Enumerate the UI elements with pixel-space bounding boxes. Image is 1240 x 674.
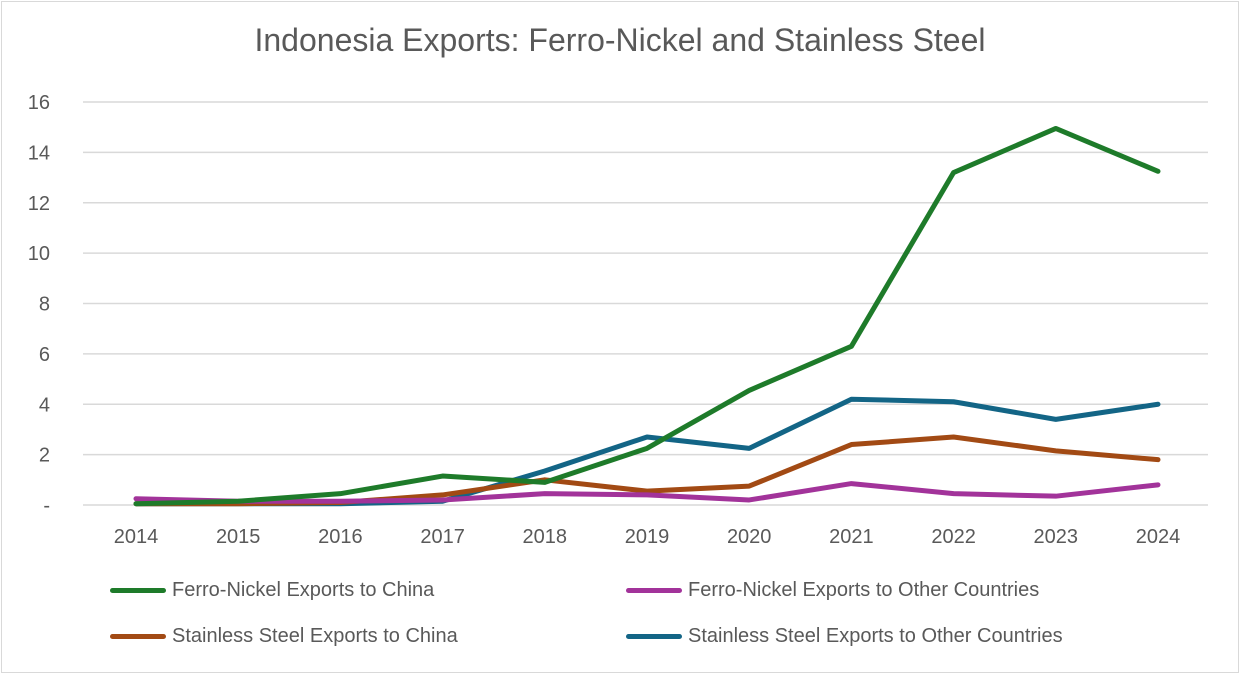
y-tick-label: 2 — [39, 445, 50, 467]
x-tick-label: 2020 — [727, 526, 772, 548]
legend-label: Stainless Steel Exports to China — [172, 625, 458, 647]
x-tick-label: 2016 — [318, 526, 363, 548]
x-tick-label: 2017 — [420, 526, 465, 548]
y-tick-label: 12 — [28, 193, 50, 215]
legend-label: Ferro-Nickel Exports to Other Countries — [688, 579, 1040, 601]
legend-swatch — [626, 588, 682, 593]
y-tick-label: 6 — [39, 344, 50, 366]
x-tick-label: 2022 — [931, 526, 976, 548]
y-tick-label: 14 — [28, 142, 50, 164]
legend-item: Ferro-Nickel Exports to China — [110, 579, 434, 602]
x-tick-label: 2015 — [216, 526, 261, 548]
y-tick-label: 10 — [28, 243, 50, 265]
x-tick-label: 2014 — [114, 526, 159, 548]
legend-item: Stainless Steel Exports to China — [110, 625, 458, 648]
legend-swatch — [626, 634, 682, 639]
y-tick-label: - — [43, 495, 50, 517]
legend-swatch — [110, 634, 166, 639]
legend-item: Ferro-Nickel Exports to Other Countries — [626, 579, 1039, 602]
series-line-0 — [133, 125, 1161, 507]
legend-label: Ferro-Nickel Exports to China — [172, 579, 435, 601]
legend-item: Stainless Steel Exports to Other Countri… — [626, 625, 1063, 648]
y-tick-label: 8 — [39, 294, 50, 316]
legend-swatch — [110, 588, 166, 593]
x-tick-label: 2019 — [625, 526, 670, 548]
chart-title: Indonesia Exports: Ferro-Nickel and Stai… — [254, 22, 986, 58]
y-tick-label: 16 — [28, 92, 50, 114]
series-line-3 — [133, 396, 1161, 507]
x-tick-label: 2018 — [523, 526, 568, 548]
x-tick-label: 2023 — [1034, 526, 1079, 548]
x-tick-label: 2024 — [1136, 526, 1181, 548]
x-tick-label: 2021 — [829, 526, 874, 548]
legend-label: Stainless Steel Exports to Other Countri… — [688, 625, 1063, 647]
series-line-1 — [133, 481, 1161, 504]
y-tick-label: 4 — [39, 394, 50, 416]
